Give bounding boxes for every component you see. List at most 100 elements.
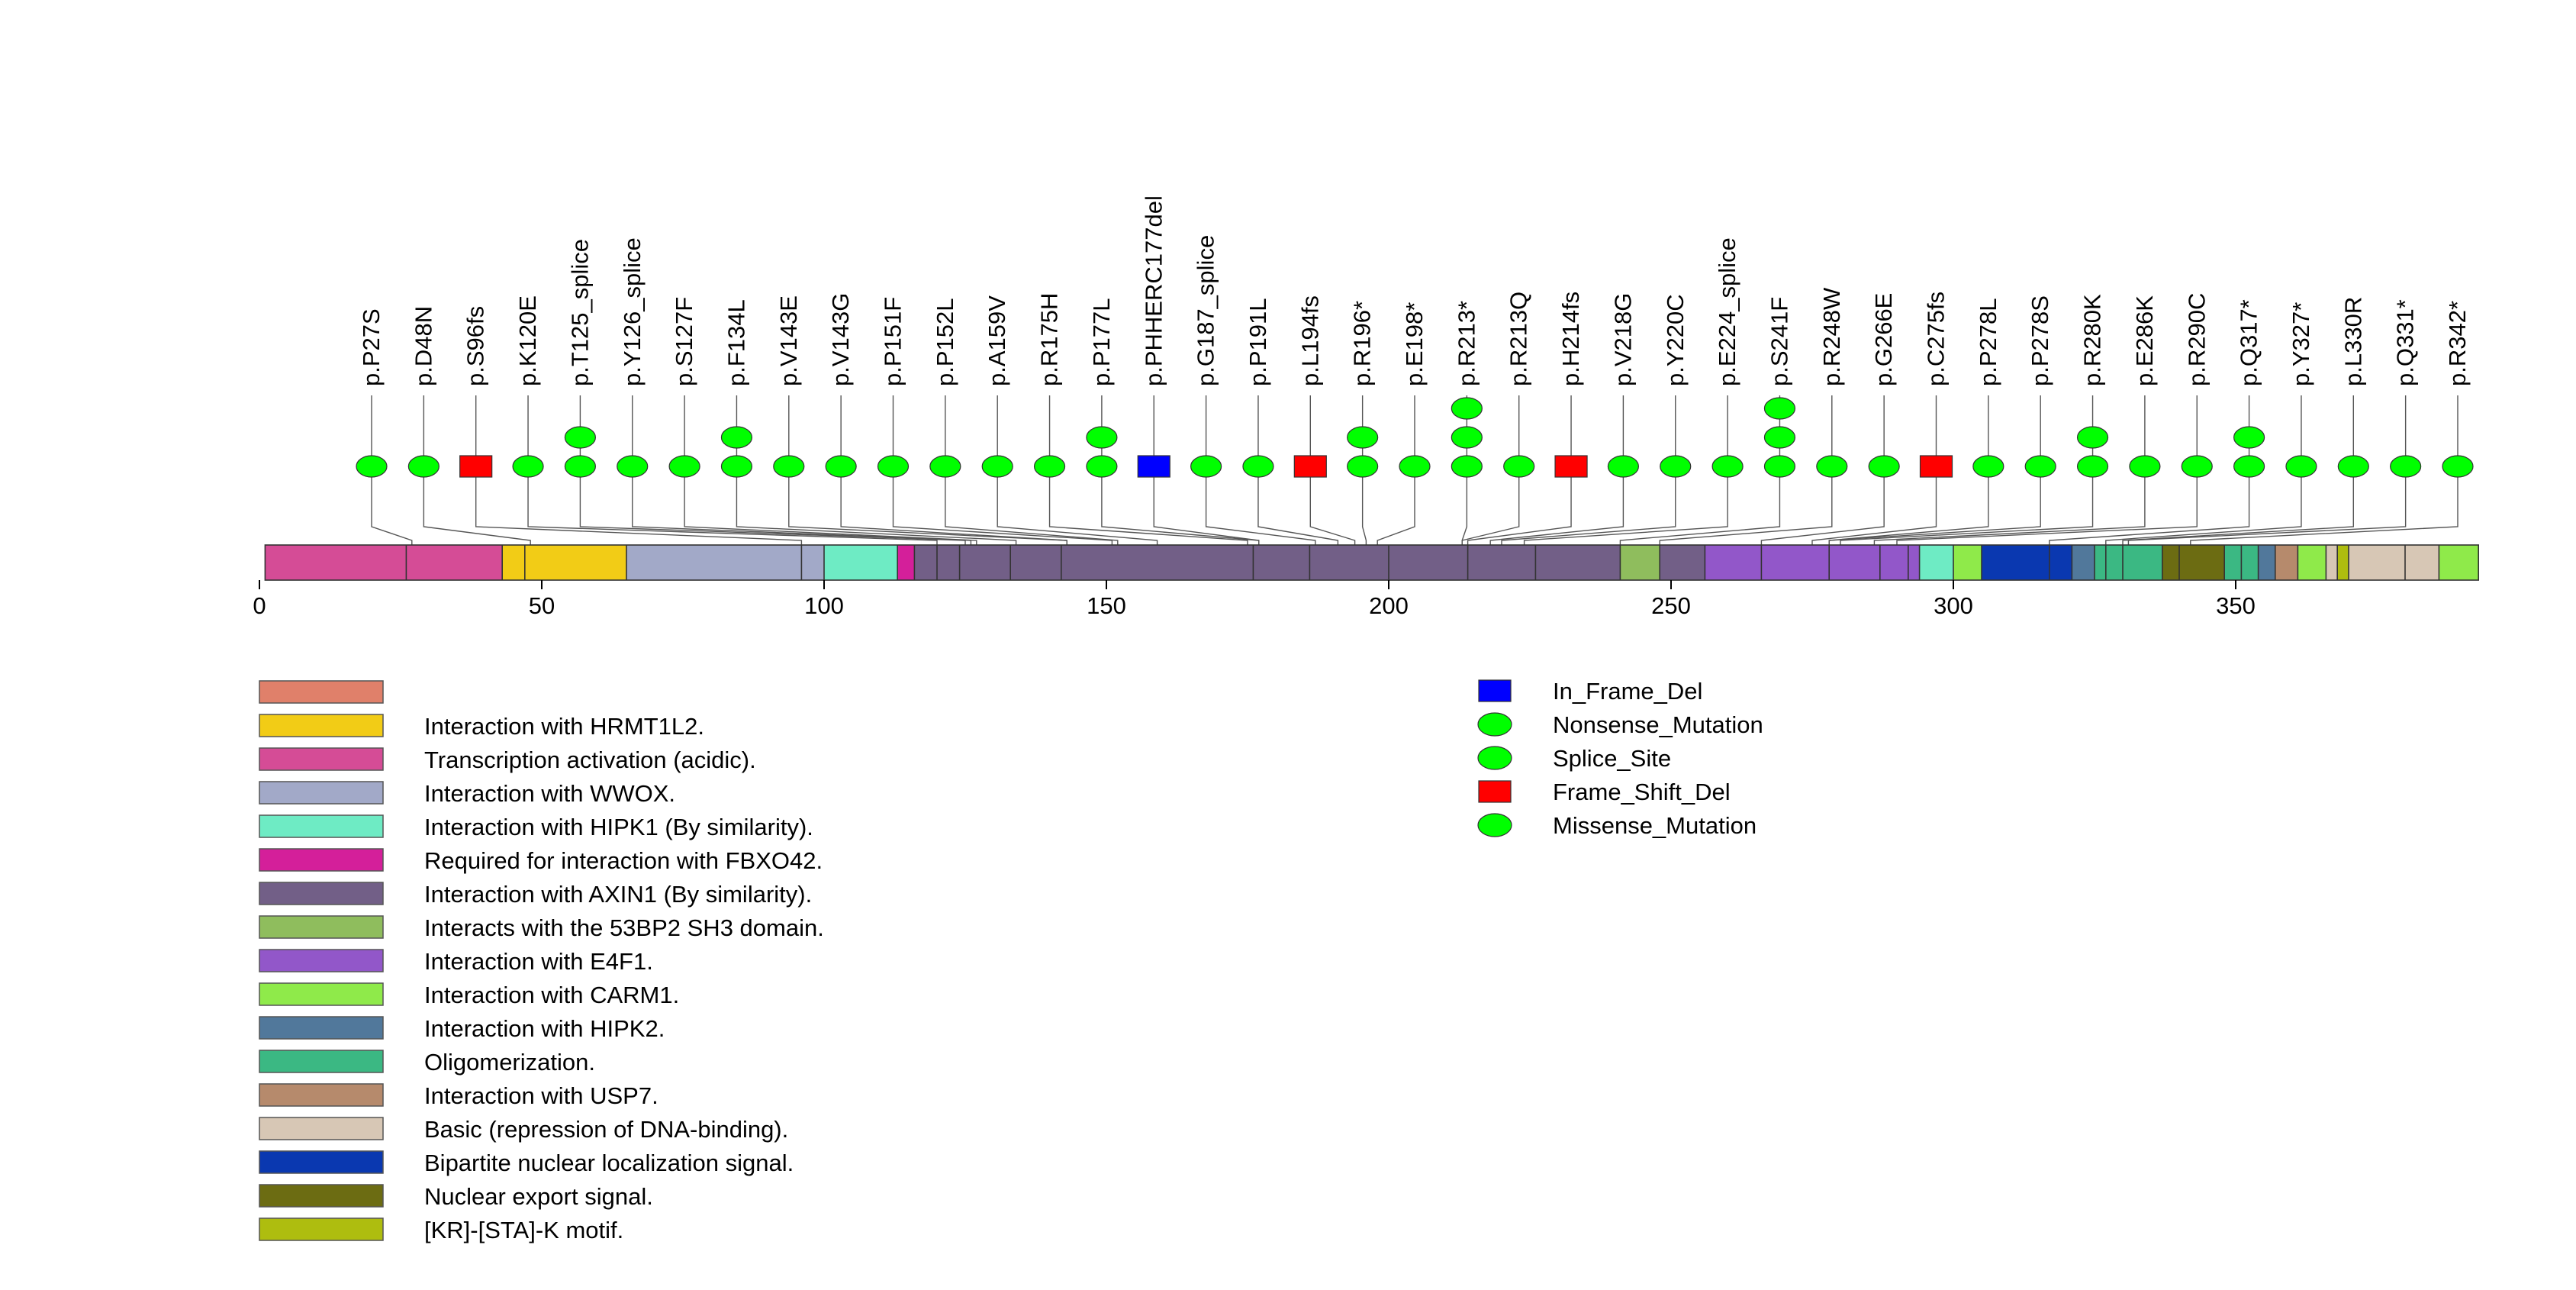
- legend-label: Interaction with AXIN1 (By similarity).: [424, 881, 812, 908]
- mutation-marker-ellipse: [877, 455, 910, 478]
- domain-segment: [1879, 545, 1908, 580]
- mutation-label: p.H214fs: [1557, 292, 1584, 386]
- mutation-label: p.A159V: [984, 295, 1010, 386]
- mutation-label: p.R213*: [1453, 301, 1480, 386]
- mutation-marker-ellipse: [512, 455, 544, 478]
- legend-label: Interaction with HIPK1 (By similarity).: [424, 814, 813, 840]
- domain-segment: [2258, 545, 2275, 580]
- domain-segment: [2224, 545, 2242, 580]
- mutation-label: p.F134L: [723, 299, 749, 386]
- domain-segment: [2162, 545, 2179, 580]
- mutation-label: p.E198*: [1401, 302, 1428, 386]
- domain-segment: [1620, 545, 1660, 580]
- mutation-label: p.L194fs: [1296, 295, 1323, 386]
- legend-swatch: [259, 1217, 384, 1241]
- mutation-label: p.L330R: [2339, 297, 2366, 386]
- mutation-label: p.S96fs: [462, 306, 489, 386]
- domain-segment: [1908, 545, 1920, 580]
- mutation-label: p.R342*: [2444, 301, 2471, 386]
- legend-label: Splice_Site: [1553, 745, 1671, 772]
- domain-segment: [1953, 545, 1982, 580]
- legend-swatch: [259, 680, 384, 704]
- mutation-marker-square: [459, 455, 493, 478]
- legend-label: Interaction with USP7.: [424, 1082, 658, 1109]
- legend-swatch: [259, 1117, 384, 1140]
- mutation-marker-ellipse: [356, 455, 388, 478]
- legend-swatch: [259, 982, 384, 1006]
- domain-segment: [937, 545, 960, 580]
- legend-label: Required for interaction with FBXO42.: [424, 847, 823, 874]
- mutation-marker-ellipse: [2076, 426, 2109, 449]
- mutation-label: p.G187_splice: [1193, 235, 1219, 386]
- legend-marker-square: [1478, 679, 1512, 702]
- domain-segment: [1535, 545, 1621, 580]
- domain-segment: [1660, 545, 1705, 580]
- mutation-label: p.PHHERC177del: [1140, 195, 1167, 386]
- mutation-marker-ellipse: [2233, 455, 2265, 478]
- domain-segment: [2405, 545, 2439, 580]
- mutation-marker-ellipse: [1347, 426, 1379, 449]
- domain-segment: [2179, 545, 2225, 580]
- legend-swatch: [259, 1184, 384, 1208]
- mutation-label: p.R248W: [1818, 287, 1845, 386]
- legend-swatch: [259, 848, 384, 872]
- mutation-label: p.P151F: [880, 297, 906, 386]
- mutation-marker-ellipse: [1242, 455, 1274, 478]
- domain-segment: [1761, 545, 1830, 580]
- mutation-marker-ellipse: [1451, 397, 1483, 420]
- legend-label: Interaction with HIPK2.: [424, 1015, 665, 1042]
- mutation-marker-ellipse: [564, 455, 597, 478]
- mutation-marker-ellipse: [1763, 426, 1796, 449]
- mutation-label: p.K120E: [514, 295, 541, 386]
- feature-legend: Interaction with HRMT1L2. Transcription a…: [259, 680, 824, 1243]
- legend-marker-ellipse: [1477, 813, 1512, 837]
- mutation-label: p.R213Q: [1505, 292, 1532, 386]
- domain-segment: [524, 545, 626, 580]
- mutation-marker-ellipse: [2076, 455, 2109, 478]
- domain-segment: [2326, 545, 2338, 580]
- domain-segment: [1309, 545, 1389, 580]
- mutation-marker-ellipse: [929, 455, 961, 478]
- mutation-label: p.P278S: [2027, 295, 2053, 386]
- mutation-label: p.P27S: [358, 308, 385, 386]
- mutation-markers: [356, 397, 2474, 478]
- mutation-label: p.C275fs: [1923, 292, 1950, 386]
- legend-swatch: [259, 1150, 384, 1174]
- domain-segment: [2439, 545, 2479, 580]
- mutation-marker-ellipse: [720, 426, 753, 449]
- mutation-marker-ellipse: [1451, 426, 1483, 449]
- domain-segment: [801, 545, 824, 580]
- mutation-marker-ellipse: [720, 455, 753, 478]
- mutation-labels: p.P27S p.D48N p.S96fs p.K120E p.T125_splice p…: [358, 195, 2471, 386]
- domain-segment: [897, 545, 915, 580]
- axis-tick-label: 150: [1087, 592, 1126, 619]
- mutation-label: p.Y220C: [1662, 294, 1689, 386]
- mutation-marker-ellipse: [1086, 426, 1118, 449]
- mutation-marker-ellipse: [1711, 455, 1744, 478]
- mutation-marker-ellipse: [2337, 455, 2369, 478]
- legend-swatch: [259, 714, 384, 737]
- axis-tick-label: 350: [2216, 592, 2256, 619]
- domain-segment: [2049, 545, 2072, 580]
- legend-label: Interaction with CARM1.: [424, 982, 679, 1008]
- legend-swatch: [259, 814, 384, 838]
- domain-segment: [2337, 545, 2349, 580]
- mutation-stem: [1619, 395, 1781, 545]
- mutation-label: p.Q331*: [2392, 299, 2419, 386]
- mutation-marker-ellipse: [1660, 455, 1692, 478]
- mutation-marker-ellipse: [617, 455, 649, 478]
- legend-marker-ellipse: [1477, 712, 1512, 737]
- domain-segment: [824, 545, 898, 580]
- mutation-marker-ellipse: [1503, 455, 1535, 478]
- mutation-marker-ellipse: [1033, 455, 1066, 478]
- domain-segment: [959, 545, 1011, 580]
- domain-segment: [1389, 545, 1468, 580]
- mutation-marker-square: [1137, 455, 1170, 478]
- mutation-marker-ellipse: [1607, 455, 1639, 478]
- mutation-label: p.G266E: [1870, 293, 1897, 386]
- mutation-label: p.V218G: [1609, 293, 1636, 386]
- domain-segment: [2095, 545, 2106, 580]
- mutation-marker-ellipse: [981, 455, 1013, 478]
- legend-label: Interacts with the 53BP2 SH3 domain.: [424, 914, 824, 941]
- legend-label: Interaction with HRMT1L2.: [424, 713, 704, 740]
